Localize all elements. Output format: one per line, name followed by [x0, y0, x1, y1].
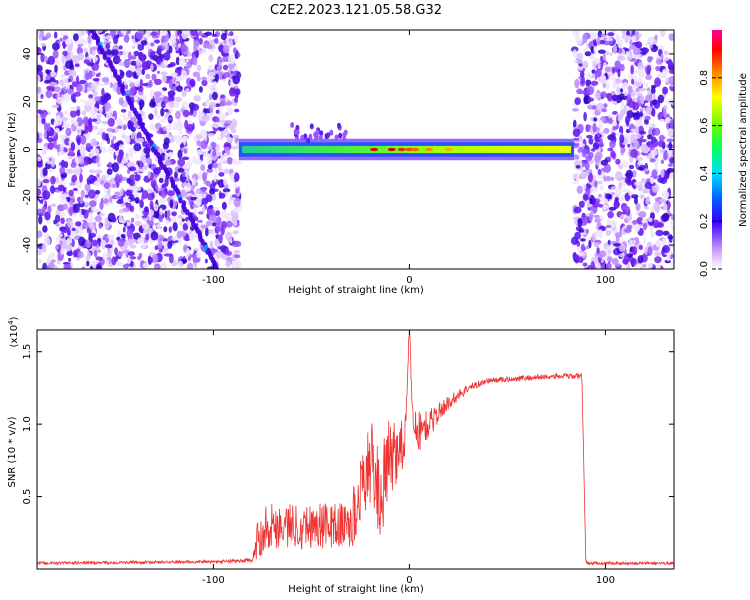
heatmap-x-tick-label: 100 [596, 275, 615, 286]
heatmap-plot-area [37, 30, 674, 269]
snr-plot-area [37, 330, 674, 567]
heatmap-panel: -100 0 100 -40 -20 0 20 40 Height of straight … [7, 29, 675, 296]
figure-title: C2E2.2023.121.05.58.G32 [270, 3, 442, 18]
snr-x-label: Height of straight line (km) [288, 584, 424, 595]
colorbar-ticks: 0.0 0.2 0.4 0.6 0.8 [699, 70, 722, 277]
colorbar-tick-label: 0.6 [699, 118, 710, 134]
heatmap-y-tick-label: 20 [22, 95, 33, 108]
heatmap-y-tick-label: 0 [22, 146, 33, 152]
snr-x-ticks: -100 0 100 [202, 330, 615, 586]
snr-y-label: SNR (10 * v/v) [7, 416, 18, 487]
snr-y-ticks: 0.5 1.0 1.5 [22, 344, 674, 505]
heatmap-y-label: Frequency (Hz) [7, 112, 18, 188]
heatmap-x-label: Height of straight line (km) [288, 285, 424, 296]
colorbar-tick-label: 0.4 [699, 165, 710, 181]
heatmap-y-ticks: -40 -20 0 20 40 [22, 48, 674, 253]
colorbar: 0.0 0.2 0.4 0.6 0.8 Normalized spectral ampl… [699, 30, 749, 277]
heatmap-diagonal-streak [89, 30, 219, 269]
heatmap-x-tick-label: 0 [406, 275, 412, 286]
snr-x-tick-label: 100 [596, 575, 615, 586]
snr-frame [36, 329, 675, 570]
snr-y-tick-label: 0.5 [22, 489, 33, 505]
heatmap-x-tick-label: -100 [202, 275, 225, 286]
snr-x-tick-label: 0 [406, 575, 412, 586]
snr-y-tick-label: 1.0 [22, 416, 33, 432]
heatmap-y-tick-label: 40 [22, 48, 33, 61]
colorbar-tick-label: 0.2 [699, 213, 710, 229]
colorbar-tick-label: 0.0 [699, 261, 710, 277]
snr-y-tick-label: 1.5 [22, 344, 33, 360]
snr-multiplier: (x104) [7, 316, 20, 347]
snr-panel: -100 0 100 0.5 1.0 1.5 Height of straight li… [7, 316, 675, 595]
colorbar-label: Normalized spectral amplitude [738, 73, 749, 227]
heatmap-y-tick-label: -20 [22, 189, 33, 205]
snr-x-tick-label: -100 [202, 575, 225, 586]
heatmap-signal-band [238, 122, 575, 161]
colorbar-tick-label: 0.8 [699, 70, 710, 86]
snr-series-line [37, 330, 674, 567]
heatmap-y-tick-label: -40 [22, 237, 33, 253]
heatmap-x-ticks: -100 0 100 [202, 30, 615, 286]
colorbar-gradient [712, 30, 722, 269]
heatmap-noise [37, 30, 674, 269]
